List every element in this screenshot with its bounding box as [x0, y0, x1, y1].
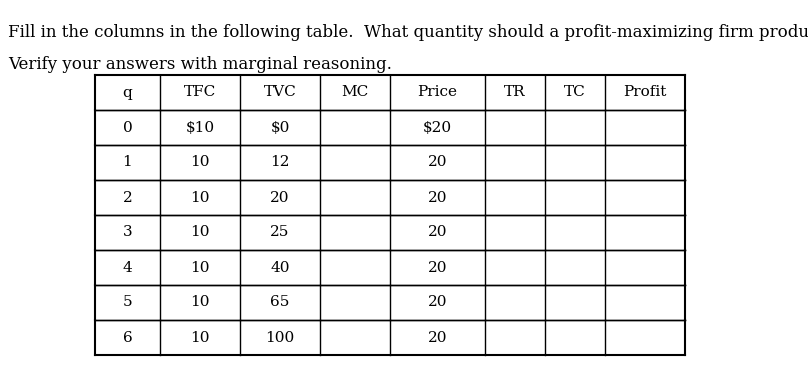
Text: TVC: TVC — [263, 85, 297, 100]
Text: 10: 10 — [190, 191, 210, 205]
Text: 2: 2 — [123, 191, 133, 205]
Text: 65: 65 — [271, 296, 290, 309]
Text: TR: TR — [504, 85, 526, 100]
Text: q: q — [123, 85, 133, 100]
Text: 20: 20 — [427, 191, 448, 205]
Text: 10: 10 — [190, 226, 210, 240]
Text: 40: 40 — [270, 261, 290, 274]
Text: 3: 3 — [123, 226, 133, 240]
Text: Price: Price — [418, 85, 457, 100]
Text: $0: $0 — [271, 120, 290, 135]
Text: $10: $10 — [186, 120, 215, 135]
Text: MC: MC — [341, 85, 368, 100]
Text: 100: 100 — [265, 331, 295, 344]
Text: 1: 1 — [123, 156, 133, 170]
Text: 20: 20 — [427, 296, 448, 309]
Text: 10: 10 — [190, 296, 210, 309]
Text: TC: TC — [564, 85, 586, 100]
Text: 10: 10 — [190, 156, 210, 170]
Text: 5: 5 — [123, 296, 133, 309]
Text: 10: 10 — [190, 261, 210, 274]
Text: 10: 10 — [190, 331, 210, 344]
Text: $20: $20 — [423, 120, 452, 135]
Text: 6: 6 — [123, 331, 133, 344]
Text: 20: 20 — [427, 331, 448, 344]
Text: 0: 0 — [123, 120, 133, 135]
Text: Verify your answers with marginal reasoning.: Verify your answers with marginal reason… — [8, 56, 392, 73]
Text: TFC: TFC — [184, 85, 216, 100]
Text: Profit: Profit — [623, 85, 667, 100]
Text: 25: 25 — [271, 226, 290, 240]
Text: Fill in the columns in the following table.  What quantity should a profit-maxim: Fill in the columns in the following tab… — [8, 24, 808, 41]
Text: 20: 20 — [427, 226, 448, 240]
Text: 4: 4 — [123, 261, 133, 274]
Text: 20: 20 — [427, 156, 448, 170]
Text: 20: 20 — [270, 191, 290, 205]
Text: 20: 20 — [427, 261, 448, 274]
Text: 12: 12 — [270, 156, 290, 170]
